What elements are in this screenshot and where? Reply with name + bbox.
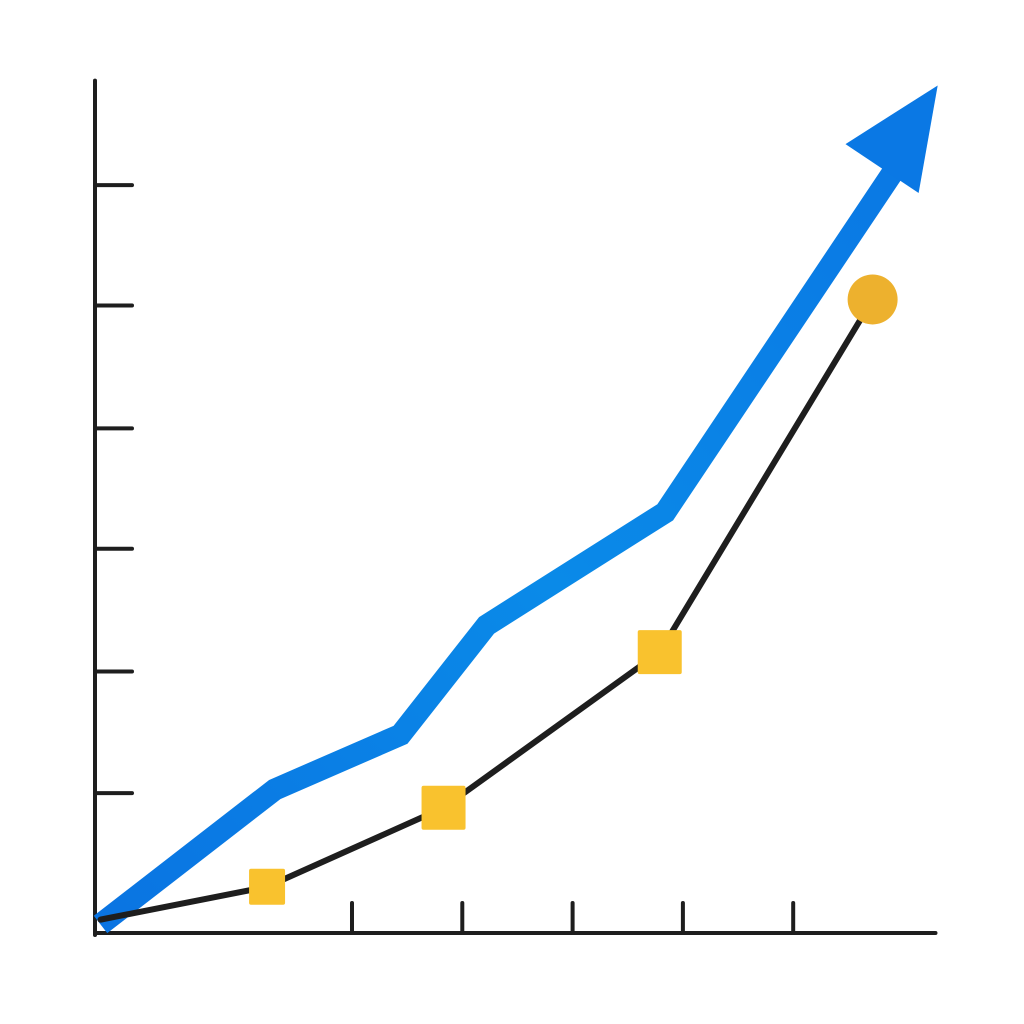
data-point-square [637, 630, 682, 675]
data-point-square [421, 785, 466, 830]
arrow-head [845, 85, 938, 194]
data-point-circle [847, 274, 898, 325]
trend-arrow-line [93, 148, 914, 934]
data-point-square [249, 868, 286, 905]
